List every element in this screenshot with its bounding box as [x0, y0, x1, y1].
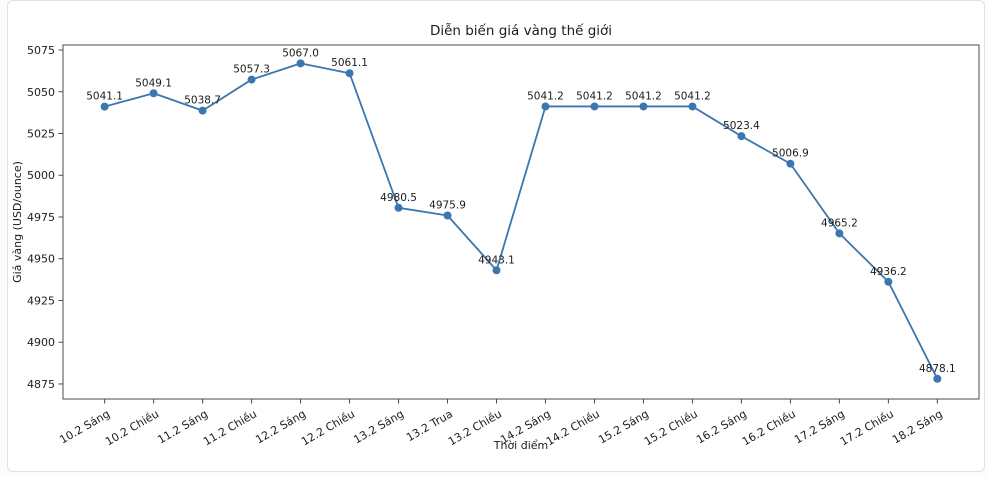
- data-point: [394, 203, 403, 212]
- chart-title: Diễn biến giá vàng thế giới: [430, 22, 612, 39]
- y-tick-label: 5000: [27, 169, 55, 182]
- point-label: 5023.4: [723, 120, 760, 132]
- x-tick-label: 12.2 Chiều: [299, 407, 357, 448]
- point-label: 5041.2: [576, 90, 613, 102]
- x-axis-label: Thời điểm: [493, 439, 549, 452]
- x-tick-label: 11.2 Chiều: [201, 407, 259, 448]
- y-tick-label: 4900: [27, 336, 55, 349]
- x-tick-label: 14.2 Chiều: [544, 407, 602, 448]
- point-label: 5038.7: [184, 95, 221, 107]
- x-tick-label: 10.2 Sáng: [57, 407, 112, 446]
- point-label: 5041.2: [674, 90, 711, 102]
- data-point: [688, 102, 697, 111]
- price-line: [104, 62, 939, 380]
- point-label: 5057.3: [233, 64, 270, 76]
- data-point: [149, 89, 158, 98]
- x-tick-label: 16.2 Chiều: [740, 407, 798, 448]
- point-label: 4936.2: [870, 266, 907, 278]
- y-tick-label: 5075: [27, 44, 55, 57]
- x-tick-label: 10.2 Chiều: [103, 407, 161, 448]
- x-tick-label: 17.2 Sáng: [792, 407, 847, 446]
- point-label: 5061.1: [331, 57, 368, 69]
- chart-card: 4875 4900 4925 4950 4975 5000 5025 5050 5075 10.2…: [7, 0, 985, 472]
- data-point: [443, 211, 452, 220]
- y-tick-label: 5025: [27, 128, 55, 141]
- data-point: [541, 102, 550, 111]
- data-point: [100, 102, 109, 111]
- x-tick-label: 15.2 Chiều: [642, 407, 700, 448]
- point-label: 4943.1: [478, 254, 515, 266]
- data-point: [247, 75, 256, 84]
- point-label: 4975.9: [429, 199, 466, 211]
- point-label: 5049.1: [135, 77, 172, 89]
- x-tick-label: 17.2 Chiều: [838, 407, 896, 448]
- data-point: [492, 266, 501, 275]
- point-label: 5006.9: [772, 148, 809, 160]
- point-label: 4878.1: [919, 363, 956, 375]
- x-tick-label: 11.2 Sáng: [155, 407, 210, 446]
- point-label: 5041.2: [527, 90, 564, 102]
- data-point: [590, 102, 599, 111]
- point-label: 5067.0: [282, 47, 319, 59]
- x-tick-label: 18.2 Sáng: [890, 407, 945, 446]
- data-point: [933, 374, 942, 383]
- point-label: 5041.2: [625, 90, 662, 102]
- y-tick-label: 4875: [27, 378, 55, 391]
- y-tick-label: 4925: [27, 294, 55, 307]
- y-axis-label: Giá vàng (USD/ounce): [11, 161, 24, 283]
- point-label: 4965.2: [821, 217, 858, 229]
- x-tick-label: 15.2 Sáng: [596, 407, 651, 446]
- data-point: [786, 159, 795, 168]
- y-tick-label: 4950: [27, 253, 55, 266]
- gold-price-line-chart: 4875 4900 4925 4950 4975 5000 5025 5050 5075 10.2…: [11, 22, 980, 452]
- data-point: [884, 277, 893, 286]
- x-tick-label: 12.2 Sáng: [253, 407, 308, 446]
- data-point: [639, 102, 648, 111]
- point-label: 5041.1: [86, 91, 123, 103]
- plot-spines: [62, 44, 980, 400]
- data-point: [198, 106, 207, 115]
- data-point: [296, 59, 305, 68]
- data-point: [345, 69, 354, 78]
- data-point: [737, 132, 746, 141]
- y-tick-label: 4975: [27, 211, 55, 224]
- x-tick-label: 16.2 Sáng: [694, 407, 749, 446]
- point-label: 4980.5: [380, 192, 417, 204]
- y-tick-label: 5050: [27, 86, 55, 99]
- data-point: [835, 229, 844, 238]
- x-tick-label: 13.2 Sáng: [351, 407, 406, 446]
